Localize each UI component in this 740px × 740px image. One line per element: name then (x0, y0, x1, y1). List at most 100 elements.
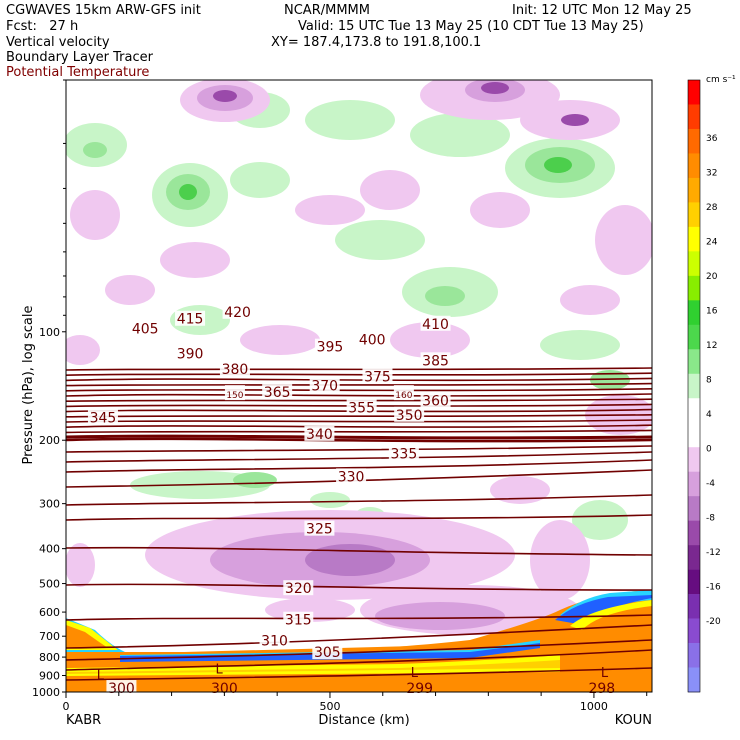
colorbar-swatch (688, 251, 700, 277)
colorbar-swatch (688, 153, 700, 179)
potential-temperature-contours (66, 367, 652, 681)
section-endpoints: XY= 187.4,173.8 to 191.8,100.1 (271, 35, 482, 50)
annotation-label: 300 (211, 681, 238, 697)
theta-contour (66, 382, 652, 387)
colorbar-label: 12 (706, 341, 717, 351)
theta-label-bg (420, 392, 451, 408)
right-endpoint-label: KOUN (615, 713, 652, 728)
colorbar-unit: cm s⁻¹ (706, 75, 736, 85)
theta-label-bg (222, 303, 253, 319)
theta-contour (66, 649, 652, 671)
theta-label-bg (224, 385, 245, 401)
theta-contour (66, 403, 652, 408)
theta-label-bg (259, 632, 290, 648)
theta-label-bg (314, 338, 345, 354)
theta-contour (66, 429, 652, 434)
colorbar-swatch (688, 226, 700, 252)
colorbar-swatch (688, 324, 700, 350)
colorbar-swatch (688, 618, 700, 644)
theta-label: 380 (222, 362, 249, 378)
theta-label: 150 (226, 391, 243, 401)
colorbar-label: 16 (706, 307, 718, 317)
forecast-hour: Fcst: 27 h (6, 19, 79, 34)
theta-contour (66, 667, 652, 681)
vertical-velocity-shading (66, 80, 652, 692)
theta-label-bg (336, 468, 367, 484)
colorbar-label: 24 (706, 238, 718, 248)
colorbar-swatch (688, 275, 700, 301)
field-label-boundary-layer: Boundary Layer Tracer (6, 50, 153, 65)
annotation-label: L (215, 662, 223, 677)
theta-contour (66, 437, 652, 443)
y-tick-label: 1000 (32, 686, 60, 699)
theta-label-bg (175, 310, 206, 326)
theta-label-bg (219, 361, 250, 377)
theta-contour (66, 388, 652, 392)
theta-contour (66, 624, 652, 649)
theta-label-bg (283, 580, 314, 596)
annotation-label: L (97, 669, 105, 684)
colorbar-label: -20 (706, 617, 721, 627)
init-time: Init: 12 UTC Mon 12 May 25 (512, 3, 692, 18)
colorbar-label: -12 (706, 548, 721, 558)
theta-label: 320 (285, 581, 312, 597)
theta-label: 395 (317, 340, 344, 356)
theta-label-bg (283, 611, 314, 627)
colorbar-swatch (688, 569, 700, 595)
theta-label-bg (357, 331, 388, 347)
theta-contour (66, 583, 652, 591)
theta-contour (66, 546, 652, 556)
colorbar-swatch (688, 594, 700, 619)
theta-label-bg (420, 315, 451, 331)
model-title: CGWAVES 15km ARW-GFS init (6, 3, 201, 18)
theta-label: 390 (177, 347, 204, 363)
theta-label-bg (388, 445, 419, 461)
theta-label: 340 (306, 427, 333, 443)
annotation-label: L (411, 666, 419, 681)
colorbar-swatch (688, 177, 700, 203)
colorbar-label: 4 (706, 410, 712, 420)
colorbar-swatch (688, 447, 700, 472)
theta-contour (66, 614, 652, 621)
theta-label: 375 (364, 369, 391, 385)
theta-contour (66, 434, 652, 440)
colorbar-swatch (688, 202, 700, 228)
theta-label-bg (262, 384, 293, 400)
theta-label: 350 (396, 408, 423, 424)
theta-label: 355 (348, 400, 375, 416)
theta-label: 400 (359, 332, 386, 348)
colorbar-swatch (688, 398, 700, 424)
theta-label-bg (304, 520, 335, 536)
y-tick-label: 400 (39, 543, 60, 556)
theta-label-bg (362, 368, 393, 384)
colorbar-swatch (688, 104, 700, 130)
colorbar-label: 20 (706, 272, 718, 282)
theta-label: 335 (391, 447, 418, 463)
colorbar-swatch (688, 643, 700, 668)
theta-label: 310 (261, 634, 288, 650)
theta-label: 410 (422, 317, 449, 333)
y-tick-label: 300 (39, 498, 60, 511)
y-tick-label: 200 (39, 434, 60, 447)
theta-contour (66, 398, 652, 402)
theta-label: 325 (306, 522, 333, 538)
theta-label-bg (106, 680, 137, 696)
theta-label-bg (312, 644, 343, 660)
theta-label: 365 (264, 385, 291, 401)
y-tick-label: 800 (39, 651, 60, 664)
field-label-vertical-velocity: Vertical velocity (6, 35, 110, 50)
theta-contour (66, 414, 652, 418)
theta-label: 160 (395, 391, 412, 401)
y-tick-label: 500 (39, 578, 60, 591)
theta-label: 345 (90, 411, 117, 427)
colorbar-swatch (688, 349, 700, 375)
colorbar: 36 32 28 24 20 16 12 8 4 0 -4 -8 -12 -16 -20 (687, 79, 721, 693)
theta-contour (66, 408, 652, 413)
theta-contour (66, 367, 652, 371)
theta-label-bg (130, 320, 161, 336)
colorbar-swatch (688, 520, 700, 546)
colorbar-label: 36 (706, 134, 718, 144)
y-axis-label: Pressure (hPa), log scale (21, 306, 36, 465)
x-tick-label: 500 (319, 700, 340, 713)
colorbar-swatch (688, 80, 700, 105)
